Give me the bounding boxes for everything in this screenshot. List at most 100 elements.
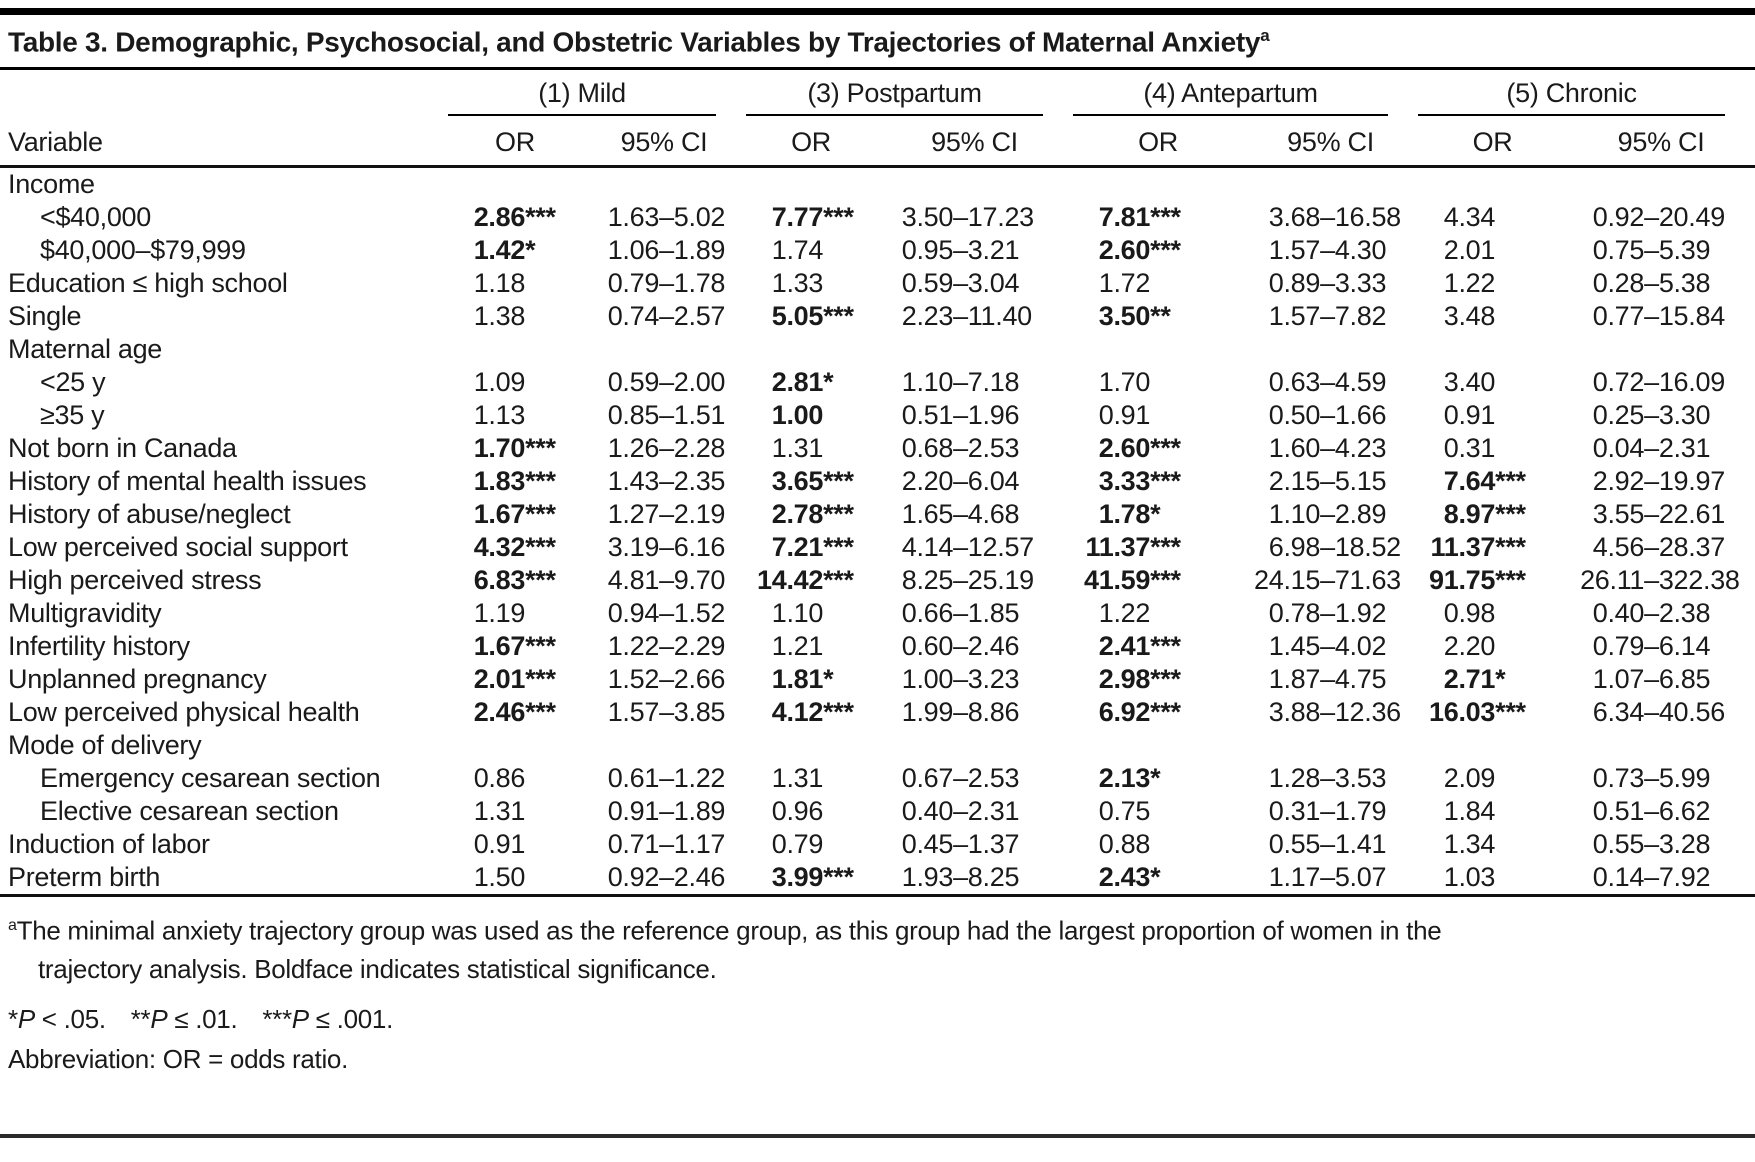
variable-label: Multigravidity [8, 598, 162, 629]
or-value: 0.98 [1418, 597, 1567, 630]
ci-value: 0.51–1.96 [876, 399, 1073, 432]
value-number: 1.34 [1443, 829, 1496, 860]
value-number: 1.87 [1268, 664, 1321, 695]
or-value: 1.00 [746, 399, 876, 432]
or-value [746, 333, 876, 366]
or-value: 2.09 [1418, 762, 1567, 795]
footnotes: aThe minimal anxiety trajectory group wa… [0, 897, 1755, 1078]
value-number: 1.70 [1098, 367, 1151, 398]
value-number: 2.60 [1098, 433, 1151, 464]
value-number: 0.74 [607, 301, 660, 332]
value-suffix: –19.97 [1644, 466, 1725, 497]
value-suffix: –6.14 [1644, 631, 1711, 662]
significance-part: *P < .05. [8, 1004, 106, 1034]
value-number: 0.61 [607, 763, 660, 794]
table-row: Infertility history 1.67*** 1.22–2.29 1.21 0… [0, 630, 1755, 663]
value-number: 1.74 [771, 235, 824, 266]
variable-label: History of abuse/neglect [8, 499, 291, 530]
value-suffix: –2.29 [659, 631, 726, 662]
value-number: 2.41 [1098, 631, 1151, 662]
value-number: 1.57 [1268, 301, 1321, 332]
ci-value: 1.26–2.28 [582, 432, 746, 465]
ci-value [1243, 333, 1418, 366]
ci-value: 1.00–3.23 [876, 663, 1073, 696]
or-value: 3.65*** [746, 465, 876, 498]
value-number: 2.01 [1443, 235, 1496, 266]
ci-value: 0.59–2.00 [582, 366, 746, 399]
value-number: 2.20 [1443, 631, 1496, 662]
ci-value [1243, 167, 1418, 202]
value-number: 1.83 [473, 466, 526, 497]
value-suffix: *** [823, 466, 854, 497]
value-suffix: –3.28 [1644, 829, 1711, 860]
or-column-header: OR [746, 116, 877, 169]
value-suffix: –2.31 [953, 796, 1020, 827]
table-row: Education ≤ high school 1.18 0.79–1.78 1.33… [0, 267, 1755, 300]
or-value: 1.31 [746, 432, 876, 465]
value-suffix: –322.38 [1644, 565, 1740, 596]
ci-value: 6.98–18.52 [1243, 531, 1418, 564]
value-number: 0.79 [1592, 631, 1645, 662]
value-number: 0.28 [1592, 268, 1645, 299]
value-number: 2.13 [1098, 763, 1151, 794]
or-value [746, 729, 876, 762]
value-suffix: *** [1150, 532, 1181, 563]
value-suffix: –22.61 [1644, 499, 1725, 530]
value-number: 1.99 [901, 697, 954, 728]
group-header-mild: (1) Mild [448, 70, 746, 117]
table-row: Low perceived social support 4.32*** 3.19–… [0, 531, 1755, 564]
ci-value: 0.79–1.78 [582, 267, 746, 300]
value-number: 3.40 [1443, 367, 1496, 398]
value-suffix: *** [1150, 433, 1181, 464]
or-value: 2.01*** [448, 663, 582, 696]
value-suffix: –12.36 [1320, 697, 1401, 728]
ci-value: 4.56–28.37 [1567, 531, 1755, 564]
ci-value: 0.79–6.14 [1567, 630, 1755, 663]
value-number: 4.14 [901, 532, 954, 563]
value-number: 1.65 [901, 499, 954, 530]
variable-label: History of mental health issues [8, 466, 367, 497]
variable-column-header: Variable [0, 116, 448, 169]
value-number: 1.72 [1098, 268, 1151, 299]
table-row: Income [0, 167, 1755, 202]
table-row: <25 y 1.09 0.59–2.00 2.81* 1.10–7.18 1.70 0.63… [0, 366, 1755, 399]
value-suffix: –1.41 [1320, 829, 1387, 860]
value-suffix: –5.99 [1644, 763, 1711, 794]
table-row: Emergency cesarean section 0.86 0.61–1.22 1… [0, 762, 1755, 795]
value-number: 1.00 [771, 400, 824, 431]
value-suffix: * [1150, 862, 1161, 893]
variable-label: Preterm birth [8, 862, 161, 893]
or-value: 1.78* [1073, 498, 1243, 531]
value-number: 2.09 [1443, 763, 1496, 794]
table-row: Preterm birth 1.50 0.92–2.46 3.99*** 1.93–8.… [0, 861, 1755, 896]
value-suffix: * [1150, 763, 1161, 794]
or-value: 8.97*** [1418, 498, 1567, 531]
or-value: 7.81*** [1073, 201, 1243, 234]
or-value [1418, 729, 1567, 762]
or-value: 1.84 [1418, 795, 1567, 828]
value-suffix: *** [823, 862, 854, 893]
value-suffix: *** [823, 565, 854, 596]
ci-value: 0.75–5.39 [1567, 234, 1755, 267]
value-suffix: –1.52 [659, 598, 726, 629]
ci-value: 2.92–19.97 [1567, 465, 1755, 498]
value-number: 0.59 [607, 367, 660, 398]
value-suffix: –2.53 [953, 763, 1020, 794]
sig-p: P [17, 1003, 35, 1034]
or-value: 14.42*** [746, 564, 876, 597]
or-value [1418, 333, 1567, 366]
ci-value: 1.27–2.19 [582, 498, 746, 531]
group-header-postpartum: (3) Postpartum [746, 70, 1073, 117]
value-suffix: –1.79 [1320, 796, 1387, 827]
or-column-header: OR [1073, 116, 1244, 169]
significance-part: **P ≤ .01. [131, 1004, 238, 1034]
or-value: 0.79 [746, 828, 876, 861]
sig-threshold: < .05. [34, 1003, 106, 1034]
variable-label: Elective cesarean section [40, 796, 339, 827]
value-suffix: –5.39 [1644, 235, 1711, 266]
value-number: 1.57 [607, 697, 660, 728]
value-number: 0.89 [1268, 268, 1321, 299]
value-number: 0.14 [1592, 862, 1645, 893]
value-suffix: * [823, 664, 834, 695]
